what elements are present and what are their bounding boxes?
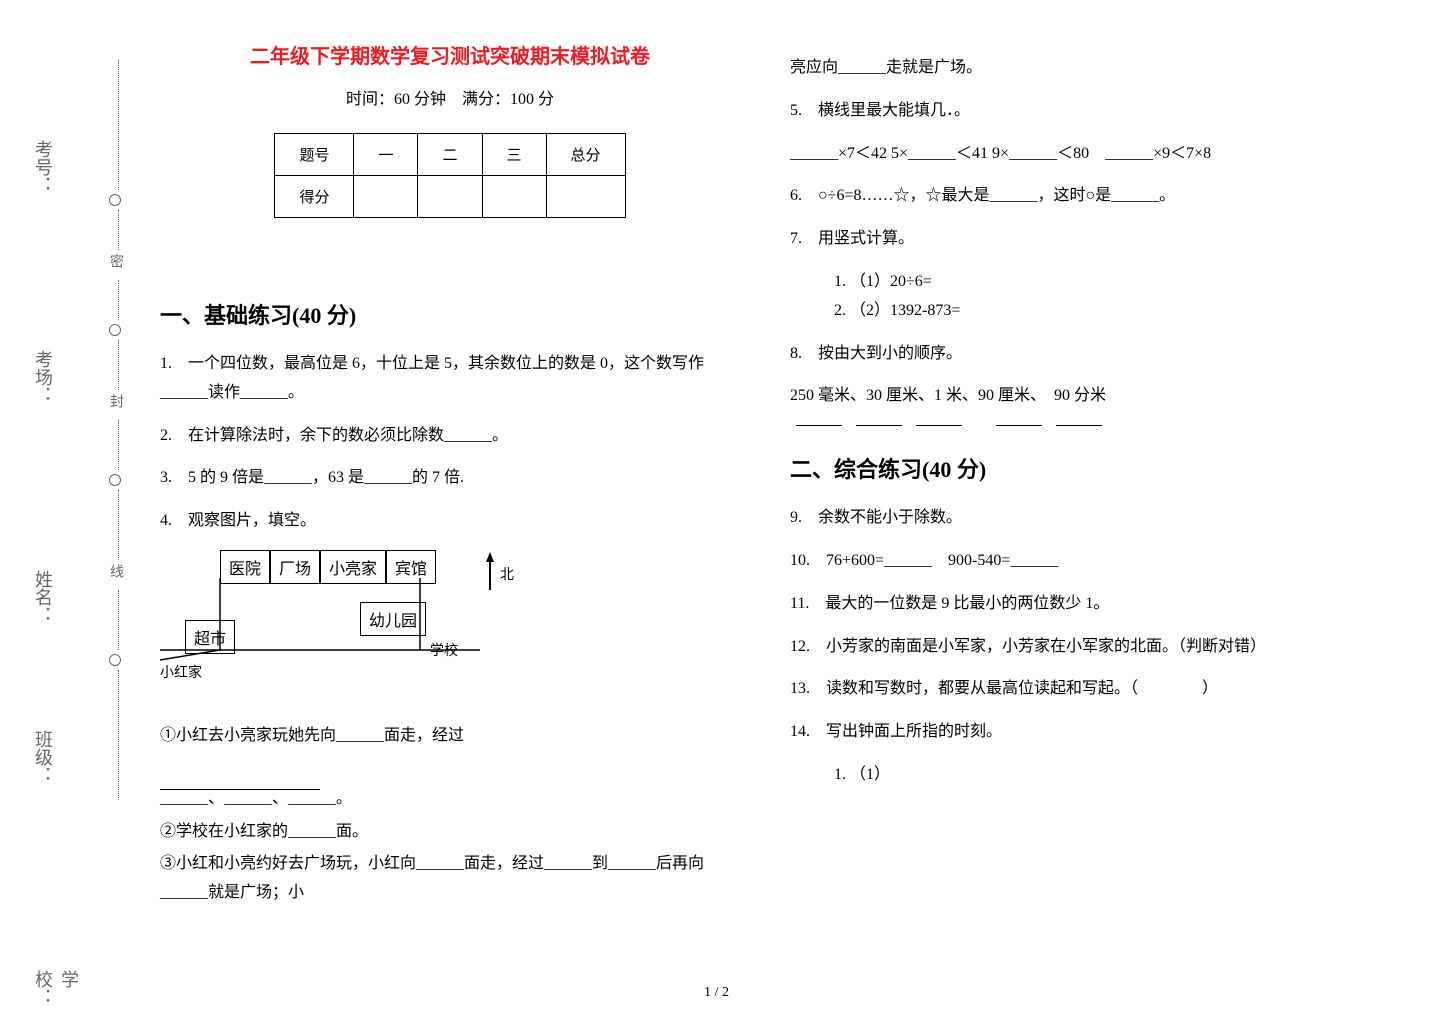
seal-char-mi: 密	[105, 254, 125, 276]
q4-2: ②学校在小红家的______面。	[160, 818, 740, 847]
q4-1: ①小红去小亮家玩她先向______面走，经过	[160, 722, 740, 751]
main-content: 二年级下学期数学复习测试突破期末模拟试卷 时间：60 分钟 满分：100 分 题…	[160, 40, 1400, 922]
vertical-label-strip: 考号： 考场： 姓名： 班级： 学校：	[30, 100, 90, 900]
th-4: 总分	[546, 134, 625, 176]
section2-title: 二、综合练习(40 分)	[790, 452, 1370, 484]
tr2-2	[418, 176, 482, 218]
q7-item-1: （1）20÷6=	[850, 268, 1370, 297]
section1-title: 一、基础练习(40 分)	[160, 298, 740, 330]
left-column: 二年级下学期数学复习测试突破期末模拟试卷 时间：60 分钟 满分：100 分 题…	[160, 40, 740, 922]
q7-list: （1）20÷6= （2）1392-873=	[850, 268, 1370, 326]
label-kaochang: 考场：	[30, 350, 56, 404]
map-diagram: 医院 厂场 小亮家 宾馆 超市 幼儿园	[160, 550, 740, 710]
q14: 14. 写出钟面上所指的时刻。	[790, 718, 1370, 747]
q9: 9. 余数不能小于除数。	[790, 504, 1370, 533]
q2: 2. 在计算除法时，余下的数必须比除数______。	[160, 422, 740, 451]
q8-items: 250 毫米、30 厘米、1 米、90 厘米、 90 分米	[790, 382, 1370, 411]
q11: 11. 最大的一位数是 9 比最小的两位数少 1。	[790, 590, 1370, 619]
dotted-seal-line: 密 封 线	[105, 60, 125, 960]
q14-item-1: （1）	[850, 761, 1370, 790]
q14-list: （1）	[850, 761, 1370, 790]
score-table: 题号 一 二 三 总分 得分	[274, 133, 625, 218]
th-3: 三	[482, 134, 546, 176]
q7-item-2: （2）1392-873=	[850, 297, 1370, 326]
q6: 6. ○÷6=8……☆，☆最大是______，这时○是______。	[790, 182, 1370, 211]
seal-char-xian: 线	[105, 564, 125, 586]
q10: 10. 76+600=______ 900-540=______	[790, 547, 1370, 576]
q4-3: ③小红和小亮约好去广场玩，小红向______面走，经过______到______…	[160, 850, 740, 908]
label-xuexiao: 学校：	[30, 970, 82, 1006]
q12: 12. 小芳家的南面是小军家，小芳家在小军家的北面。（判断对错）	[790, 633, 1370, 662]
q4-mid: ______、______、______。	[160, 785, 740, 814]
cell-kindergarten: 幼儿园	[360, 602, 426, 636]
label-xingming: 姓名：	[30, 570, 56, 624]
q4-head: 4. 观察图片，填空。	[160, 507, 740, 536]
q1: 1. 一个四位数，最高位是 6，十位上是 5，其余数位上的数是 0，这个数写作_…	[160, 350, 740, 408]
label-kaohao: 考号：	[30, 140, 56, 194]
q5-line: ______×7＜42 5×______＜41 9×______＜80 ____…	[790, 140, 1370, 169]
q3: 3. 5 的 9 倍是______，63 是______的 7 倍.	[160, 464, 740, 493]
q13: 13. 读数和写数时，都要从最高位读起和写起。（ ）	[790, 675, 1370, 704]
paper-subtitle: 时间：60 分钟 满分：100 分	[160, 85, 740, 109]
tr2-0: 得分	[275, 176, 354, 218]
tr2-3	[482, 176, 546, 218]
cell-supermarket: 超市	[185, 620, 235, 654]
page-footer: 1 / 2	[704, 985, 729, 1001]
label-xiaohong: 小红家	[160, 662, 202, 682]
th-0: 题号	[275, 134, 354, 176]
q7: 7. 用竖式计算。	[790, 225, 1370, 254]
th-1: 一	[354, 134, 418, 176]
q4-4: 亮应向______走就是广场。	[790, 54, 1370, 83]
label-north: 北	[500, 564, 514, 584]
seal-char-feng: 封	[105, 394, 125, 416]
th-2: 二	[418, 134, 482, 176]
tr2-4	[546, 176, 625, 218]
tr2-1	[354, 176, 418, 218]
paper-title: 二年级下学期数学复习测试突破期末模拟试卷	[160, 40, 740, 69]
label-school: 学校	[430, 640, 458, 660]
right-column: 亮应向______走就是广场。 5. 横线里最大能填几．。 ______×7＜4…	[790, 40, 1370, 922]
q8-dashes	[790, 425, 1370, 426]
q8: 8. 按由大到小的顺序。	[790, 340, 1370, 369]
q5: 5. 横线里最大能填几．。	[790, 97, 1370, 126]
label-banji: 班级：	[30, 730, 56, 784]
